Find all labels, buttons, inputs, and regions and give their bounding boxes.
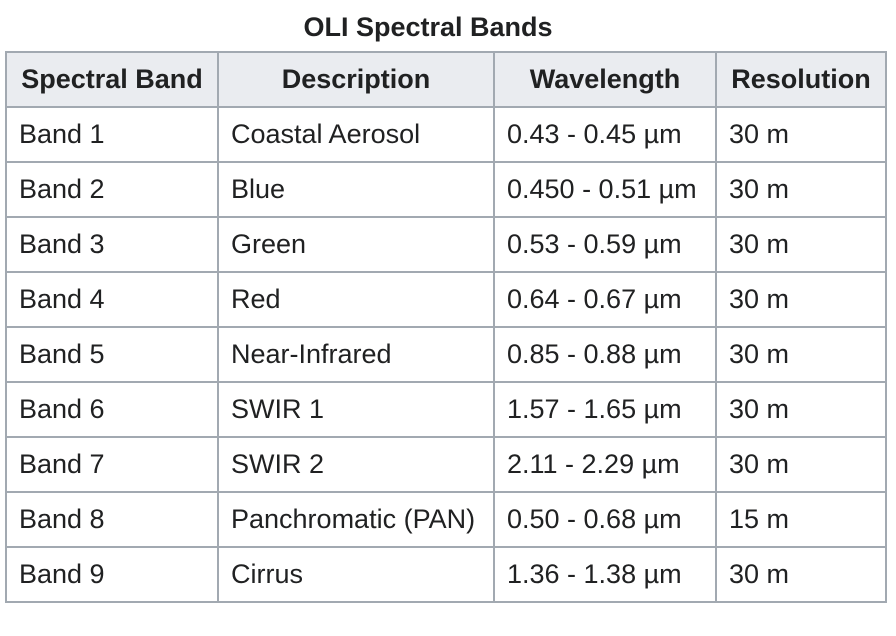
column-header-wavelength: Wavelength: [493, 51, 717, 108]
table-row: Band 5 Near-Infrared 0.85 - 0.88 µm 30 m: [5, 326, 887, 383]
cell-description: Red: [217, 271, 495, 328]
cell-description: Cirrus: [217, 546, 495, 603]
cell-resolution: 30 m: [715, 271, 887, 328]
table-row: Band 9 Cirrus 1.36 - 1.38 µm 30 m: [5, 546, 887, 603]
column-header-description: Description: [217, 51, 495, 108]
cell-description: Panchromatic (PAN): [217, 491, 495, 548]
cell-spectral-band: Band 8: [5, 491, 219, 548]
cell-spectral-band: Band 9: [5, 546, 219, 603]
table-row: Band 3 Green 0.53 - 0.59 µm 30 m: [5, 216, 887, 273]
cell-wavelength: 1.57 - 1.65 µm: [493, 381, 717, 438]
cell-description: Near-Infrared: [217, 326, 495, 383]
header-row: Spectral Band Description Wavelength Res…: [5, 51, 887, 108]
cell-resolution: 30 m: [715, 326, 887, 383]
cell-wavelength: 0.53 - 0.59 µm: [493, 216, 717, 273]
cell-spectral-band: Band 4: [5, 271, 219, 328]
cell-wavelength: 0.43 - 0.45 µm: [493, 106, 717, 163]
cell-description: SWIR 2: [217, 436, 495, 493]
table-row: Band 6 SWIR 1 1.57 - 1.65 µm 30 m: [5, 381, 887, 438]
cell-spectral-band: Band 1: [5, 106, 219, 163]
cell-spectral-band: Band 5: [5, 326, 219, 383]
cell-resolution: 30 m: [715, 436, 887, 493]
cell-wavelength: 2.11 - 2.29 µm: [493, 436, 717, 493]
cell-resolution: 30 m: [715, 161, 887, 218]
cell-resolution: 15 m: [715, 491, 887, 548]
table-row: Band 8 Panchromatic (PAN) 0.50 - 0.68 µm…: [5, 491, 887, 548]
table-row: Band 2 Blue 0.450 - 0.51 µm 30 m: [5, 161, 887, 218]
cell-wavelength: 0.64 - 0.67 µm: [493, 271, 717, 328]
spectral-bands-table: Spectral Band Description Wavelength Res…: [5, 51, 887, 603]
cell-wavelength: 1.36 - 1.38 µm: [493, 546, 717, 603]
cell-spectral-band: Band 3: [5, 216, 219, 273]
column-header-resolution: Resolution: [715, 51, 887, 108]
cell-description: Coastal Aerosol: [217, 106, 495, 163]
table-row: Band 1 Coastal Aerosol 0.43 - 0.45 µm 30…: [5, 106, 887, 163]
cell-spectral-band: Band 2: [5, 161, 219, 218]
cell-description: SWIR 1: [217, 381, 495, 438]
cell-spectral-band: Band 7: [5, 436, 219, 493]
cell-resolution: 30 m: [715, 216, 887, 273]
table-row: Band 4 Red 0.64 - 0.67 µm 30 m: [5, 271, 887, 328]
column-header-spectral-band: Spectral Band: [5, 51, 219, 108]
cell-spectral-band: Band 6: [5, 381, 219, 438]
cell-wavelength: 0.450 - 0.51 µm: [493, 161, 717, 218]
cell-resolution: 30 m: [715, 106, 887, 163]
cell-wavelength: 0.50 - 0.68 µm: [493, 491, 717, 548]
cell-description: Green: [217, 216, 495, 273]
cell-wavelength: 0.85 - 0.88 µm: [493, 326, 717, 383]
cell-description: Blue: [217, 161, 495, 218]
table-row: Band 7 SWIR 2 2.11 - 2.29 µm 30 m: [5, 436, 887, 493]
table-caption: OLI Spectral Bands: [303, 12, 553, 42]
cell-resolution: 30 m: [715, 381, 887, 438]
cell-resolution: 30 m: [715, 546, 887, 603]
